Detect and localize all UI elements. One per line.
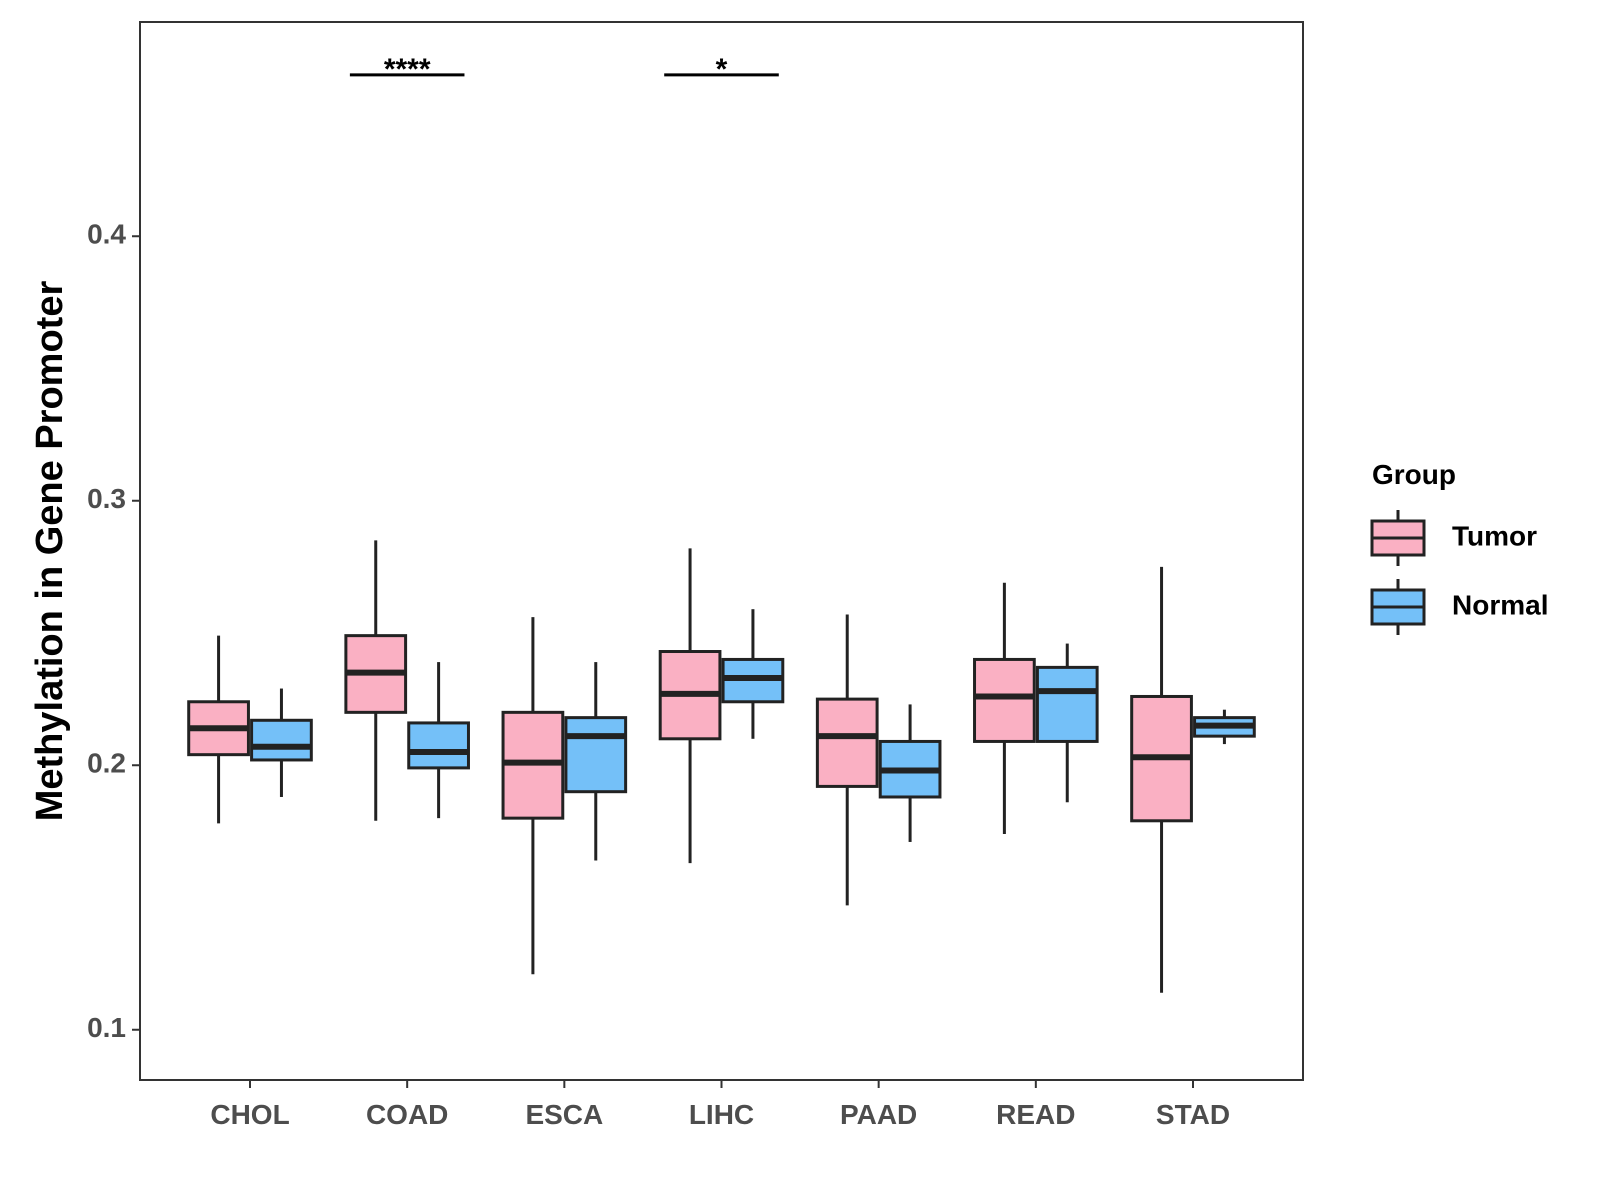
box-normal-read [1035, 643, 1099, 803]
box-body [407, 721, 470, 770]
significance-annotations: **** * [349, 53, 779, 86]
box-body [815, 697, 879, 788]
box-tumor-stad [1130, 566, 1193, 993]
box-normal-chol [250, 688, 313, 797]
box-normal-lihc [721, 609, 785, 739]
box-normal-coad [407, 662, 470, 819]
box-tumor-paad [815, 614, 879, 906]
legend-item-normal: Normal [1370, 579, 1548, 635]
x-tick-label: COAD [366, 1099, 448, 1130]
legend-title: Group [1372, 459, 1456, 490]
legend-item-tumor: Tumor [1370, 510, 1537, 566]
y-tick-label: 0.4 [87, 219, 126, 250]
box-body [1035, 665, 1099, 743]
legend-label: Tumor [1452, 520, 1537, 551]
x-tick-label: CHOL [210, 1099, 289, 1130]
box-normal-stad [1193, 709, 1256, 745]
box-tumor-lihc [658, 548, 722, 864]
box-body [250, 718, 313, 762]
box-layer [187, 540, 1256, 993]
y-tick-label: 0.2 [87, 748, 126, 779]
y-tick-label: 0.1 [87, 1012, 126, 1043]
box-normal-paad [878, 704, 942, 842]
significance-label: **** [384, 53, 431, 86]
x-tick-label: STAD [1156, 1099, 1230, 1130]
box-tumor-coad [344, 540, 408, 821]
box-normal-esca [564, 662, 628, 861]
panel-border [139, 21, 1304, 1081]
box-tumor-esca [501, 617, 565, 975]
box-tumor-chol [187, 635, 250, 824]
significance-label: * [716, 53, 728, 86]
x-tick-label: ESCA [525, 1099, 603, 1130]
x-axis: CHOL COAD ESCA LIHC PAAD READ STAD [210, 1080, 1230, 1130]
x-tick-label: LIHC [689, 1099, 754, 1130]
box-body [564, 716, 628, 794]
y-axis-title: Methylation in Gene Promoter [29, 281, 71, 822]
x-tick-label: PAAD [840, 1099, 917, 1130]
x-tick-label: READ [996, 1099, 1075, 1130]
box-tumor-read [973, 582, 1036, 835]
y-axis: 0.1 0.2 0.3 0.4 [87, 219, 140, 1043]
legend-label: Normal [1452, 589, 1548, 620]
legend: Group Tumor Normal [1370, 459, 1548, 635]
box-body [973, 657, 1036, 743]
y-tick-label: 0.3 [87, 483, 126, 514]
